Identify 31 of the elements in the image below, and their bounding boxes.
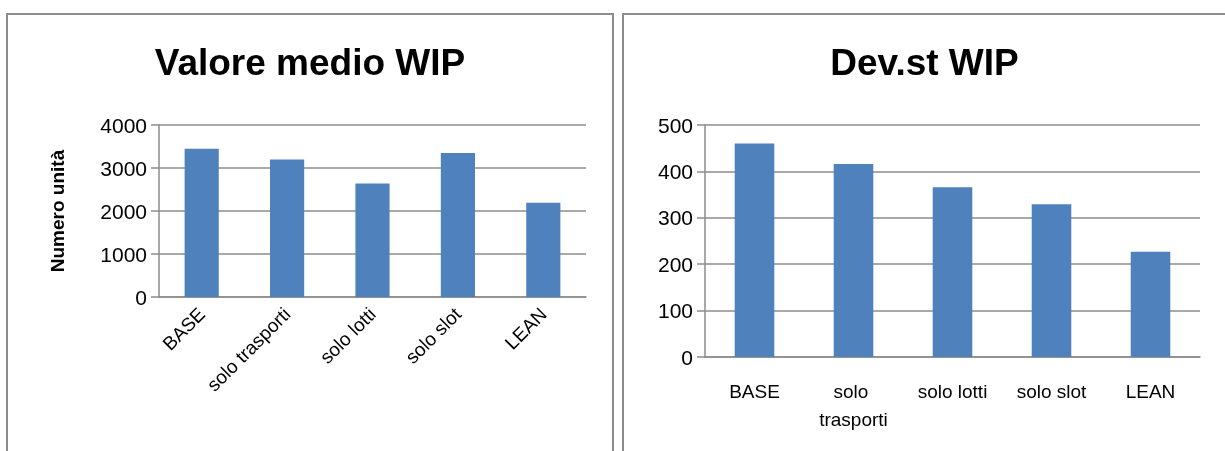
chart-title: Valore medio WIP (154, 42, 466, 83)
y-tick-label: 200 (657, 252, 693, 276)
y-tick-label: 300 (657, 206, 693, 230)
bar (833, 163, 874, 357)
y-tick-label: 500 (657, 113, 693, 137)
bar (932, 187, 973, 357)
y-axis-title: Numero unità (47, 149, 68, 273)
bar (270, 159, 305, 297)
chart-title: Dev.st WIP (830, 42, 1019, 83)
x-tick-label: solo slot (1016, 380, 1088, 402)
x-tick-label: solo trasporti (819, 380, 888, 430)
y-tick-label: 100 (657, 299, 693, 323)
x-tick-label: solo slot (401, 303, 466, 368)
x-tick-label: solo lotti (315, 303, 380, 368)
y-tick-label: 0 (135, 285, 147, 309)
x-tick-label: BASE (729, 380, 780, 402)
bar (184, 148, 219, 297)
y-tick-label: 3000 (100, 156, 147, 180)
y-tick-label: 2000 (100, 199, 147, 223)
bar (355, 183, 390, 297)
y-tick-label: 1000 (100, 242, 147, 266)
bar (1130, 251, 1171, 357)
bar (440, 152, 475, 297)
y-tick-label: 0 (681, 345, 693, 369)
x-tick-label: LEAN (1125, 380, 1176, 402)
y-tick-label: 400 (657, 159, 693, 183)
bar (1031, 204, 1072, 357)
y-tick-label: 4000 (100, 113, 147, 137)
bar (734, 143, 775, 357)
x-tick-label: solo lotti (917, 380, 988, 402)
bar (526, 202, 561, 297)
